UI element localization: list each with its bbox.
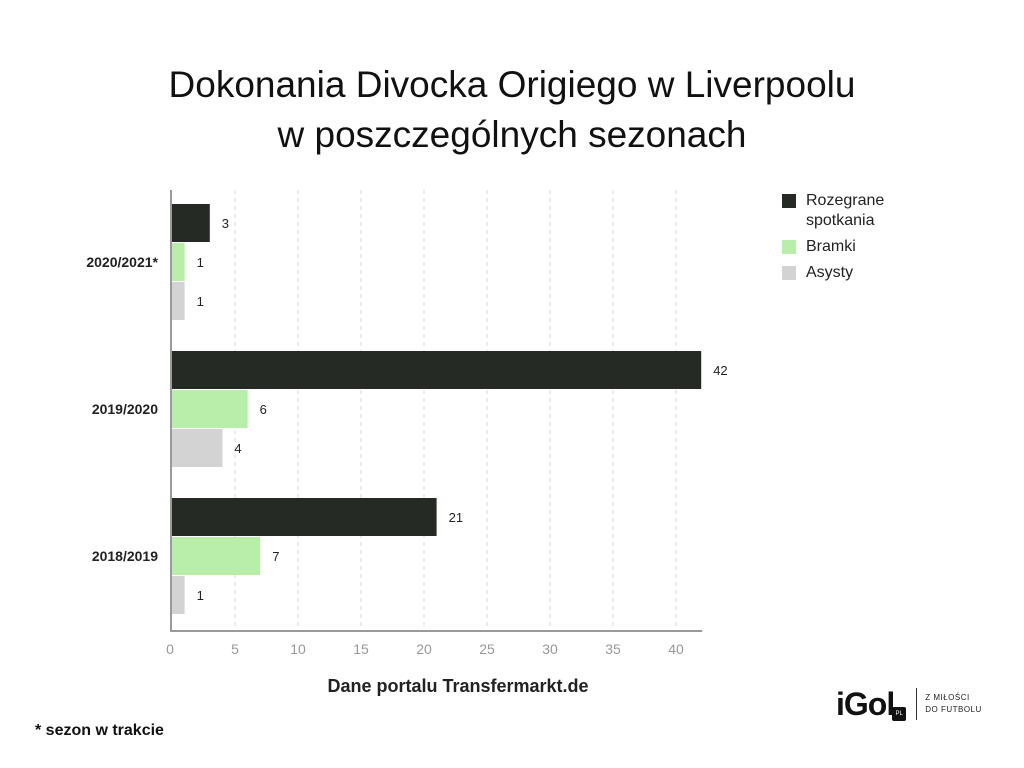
logo-tagline: Z MIŁOŚCI DO FUTBOLU bbox=[925, 692, 982, 716]
category-label: 2019/2020 bbox=[92, 401, 158, 417]
logo-divider bbox=[916, 688, 918, 720]
legend-item-goals: Bramki bbox=[782, 237, 901, 257]
legend-swatch-assists bbox=[782, 266, 796, 280]
bar-2-0 bbox=[172, 282, 185, 320]
x-tick-label: 40 bbox=[668, 641, 684, 657]
bar-0-0 bbox=[172, 204, 210, 242]
x-tick-label: 20 bbox=[416, 641, 432, 657]
chart-title-line-2: w poszczególnych sezonach bbox=[277, 114, 747, 155]
data-label: 3 bbox=[222, 216, 229, 231]
legend-swatch-matches bbox=[782, 194, 796, 208]
data-label: 4 bbox=[234, 441, 241, 456]
igol-logo: iGol PL Z MIŁOŚCI DO FUTBOLU bbox=[836, 686, 982, 722]
legend-swatch-goals bbox=[782, 240, 796, 254]
x-tick-label: 10 bbox=[290, 641, 306, 657]
x-tick-label: 25 bbox=[479, 641, 495, 657]
legend-item-matches: Rozegrane spotkania bbox=[782, 191, 901, 231]
bar-1-1 bbox=[172, 390, 248, 428]
data-label: 21 bbox=[449, 510, 463, 525]
data-label: 1 bbox=[197, 294, 204, 309]
data-label: 1 bbox=[197, 255, 204, 270]
data-label: 7 bbox=[272, 549, 279, 564]
data-label: 42 bbox=[713, 363, 727, 378]
legend-label-assists: Asysty bbox=[806, 264, 854, 281]
logo-badge: PL bbox=[892, 707, 907, 721]
logo-tagline-line-2: DO FUTBOLU bbox=[925, 705, 982, 714]
bar-1-0 bbox=[172, 243, 185, 281]
x-tick-label: 0 bbox=[166, 641, 174, 657]
logo-tagline-line-1: Z MIŁOŚCI bbox=[925, 693, 970, 702]
x-axis-title: Dane portalu Transfermarkt.de bbox=[327, 676, 588, 696]
legend-item-assists: Asysty bbox=[782, 263, 901, 283]
chart-title-line-1: Dokonania Divocka Origiego w Liverpoolu bbox=[168, 64, 856, 105]
bar-2-2 bbox=[172, 576, 185, 614]
data-label: 1 bbox=[197, 588, 204, 603]
bar-0-1 bbox=[172, 351, 702, 389]
bar-1-2 bbox=[172, 537, 261, 575]
x-tick-label: 30 bbox=[542, 641, 558, 657]
x-tick-label: 15 bbox=[353, 641, 369, 657]
category-label: 2020/2021* bbox=[86, 254, 158, 270]
bar-0-2 bbox=[172, 498, 437, 536]
logo-wordmark: iGol bbox=[836, 685, 895, 722]
x-tick-label: 5 bbox=[231, 641, 239, 657]
legend: Rozegrane spotkania Bramki Asysty bbox=[782, 191, 901, 289]
category-label: 2018/2019 bbox=[92, 548, 158, 564]
chart-title: Dokonania Divocka Origiego w Liverpoolu … bbox=[0, 60, 1024, 160]
bar-2-1 bbox=[172, 429, 223, 467]
data-label: 6 bbox=[260, 402, 267, 417]
legend-label-goals: Bramki bbox=[806, 238, 856, 255]
x-tick-label: 35 bbox=[605, 641, 621, 657]
legend-label-matches: Rozegrane spotkania bbox=[806, 192, 885, 229]
footnote: * sezon w trakcie bbox=[35, 722, 164, 739]
